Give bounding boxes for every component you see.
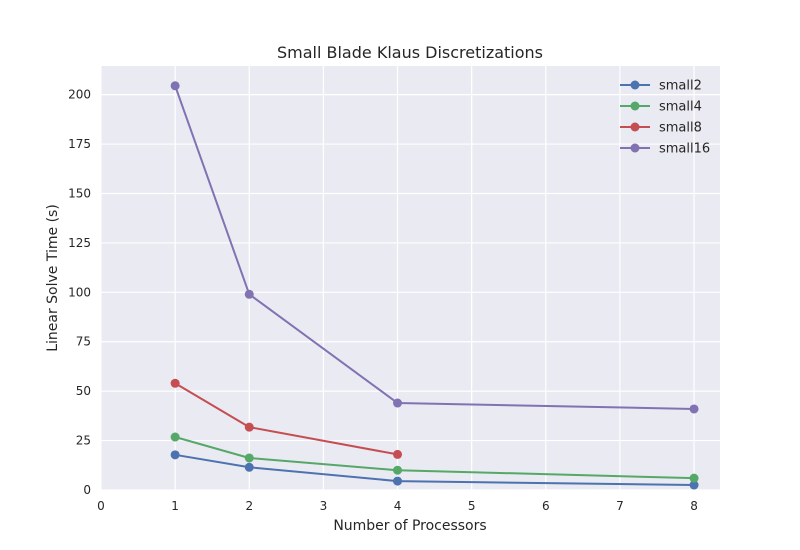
data-point-small16: [393, 398, 403, 408]
y-tick-label: 75: [76, 335, 91, 349]
x-tick-label: 6: [542, 499, 550, 513]
x-tick-label: 3: [320, 499, 328, 513]
x-tick-label: 1: [171, 499, 179, 513]
legend-marker-small16: [630, 143, 640, 153]
legend-label-small2: small2: [659, 79, 702, 94]
y-tick-label: 0: [83, 483, 91, 497]
x-tick-label: 5: [468, 499, 476, 513]
data-point-small2: [393, 476, 403, 486]
legend-marker-small2: [630, 80, 640, 90]
data-point-small8: [170, 378, 180, 388]
x-axis-label: Number of Processors: [333, 518, 486, 534]
legend: small2 small4 small8 small16: [620, 79, 710, 157]
data-point-small2: [244, 462, 254, 472]
legend-label-small4: small4: [659, 100, 702, 115]
data-point-small4: [689, 473, 699, 483]
x-tick-label: 2: [245, 499, 253, 513]
data-point-small4: [393, 465, 403, 475]
y-tick-label: 25: [76, 434, 91, 448]
legend-label-small16: small16: [659, 142, 710, 157]
chart-title: Small Blade Klaus Discretizations: [277, 43, 543, 62]
data-point-small16: [689, 404, 699, 414]
x-tick-label: 0: [97, 499, 105, 513]
grid-lines: [100, 66, 720, 491]
data-point-small16: [244, 289, 254, 299]
data-point-small4: [170, 432, 180, 442]
series-line-small4: [174, 436, 695, 480]
data-point-small8: [244, 422, 254, 432]
y-tick-label: 125: [68, 236, 91, 250]
series-line-small16: [174, 85, 695, 410]
data-point-small4: [244, 453, 254, 463]
x-tick-label: 8: [690, 499, 698, 513]
data-point-small2: [689, 480, 699, 490]
data-point-small2: [170, 450, 180, 460]
x-tick-label: 4: [394, 499, 402, 513]
y-tick-label: 200: [68, 88, 91, 102]
legend-label-small8: small8: [659, 121, 702, 136]
series-group: [170, 81, 699, 490]
plot-background: [101, 66, 720, 490]
legend-marker-small8: [630, 122, 640, 132]
data-point-small16: [170, 81, 180, 91]
y-tick-label: 150: [68, 186, 91, 200]
y-axis-label: Linear Solve Time (s): [45, 204, 61, 352]
series-line-small2: [174, 453, 695, 487]
y-tick-label: 100: [68, 285, 91, 299]
y-tick-label: 175: [68, 137, 91, 151]
legend-marker-small4: [630, 101, 640, 111]
data-point-small8: [393, 449, 403, 459]
y-tick-label: 50: [76, 384, 91, 398]
x-axis-ticks: 0 1 2 3 4 5 6 7 8: [97, 499, 698, 513]
y-axis-ticks: 0 25 50 75 100 125 150 175 200: [68, 88, 91, 497]
x-tick-label: 7: [616, 499, 624, 513]
